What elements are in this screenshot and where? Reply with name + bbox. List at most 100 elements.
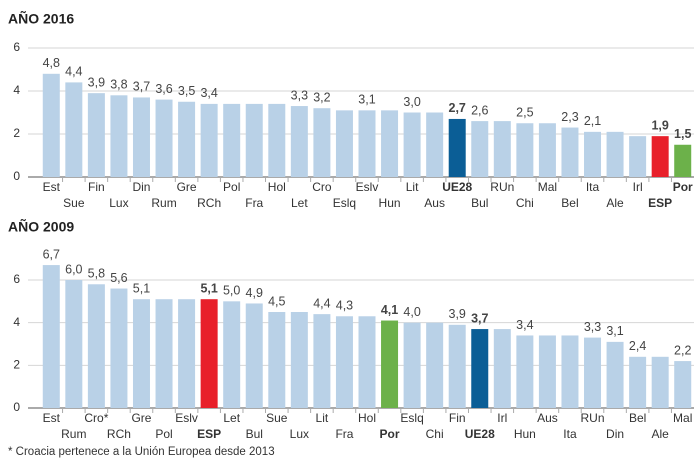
x-tick-label: RCh bbox=[107, 427, 131, 441]
value-label: 4,0 bbox=[403, 305, 420, 319]
x-tick-label: Est bbox=[43, 180, 61, 194]
x-tick-label: Bel bbox=[561, 196, 578, 210]
y-tick-label: 0 bbox=[13, 169, 20, 183]
x-tick-label: Irl bbox=[497, 411, 507, 425]
x-tick-label: Eslq bbox=[333, 196, 356, 210]
x-tick-label: Bel bbox=[629, 411, 646, 425]
bar bbox=[65, 82, 83, 177]
bar bbox=[132, 97, 150, 177]
x-tick-label: Lux bbox=[290, 427, 309, 441]
footnote: * Croacia pertenece a la Unión Europea d… bbox=[8, 446, 275, 458]
bar bbox=[335, 110, 353, 177]
x-tick-label: Mal bbox=[538, 180, 557, 194]
value-label: 5,6 bbox=[110, 271, 127, 285]
value-label: 3,1 bbox=[606, 324, 623, 338]
bar bbox=[313, 314, 331, 408]
value-label: 6,0 bbox=[65, 262, 82, 276]
value-label: 1,9 bbox=[651, 118, 668, 132]
bar bbox=[471, 121, 489, 177]
y-tick-label: 2 bbox=[13, 126, 20, 140]
value-label: 2,3 bbox=[561, 110, 578, 124]
bar bbox=[200, 299, 218, 408]
x-tick-label: Por bbox=[673, 180, 693, 194]
bar bbox=[223, 103, 241, 177]
bar bbox=[290, 106, 308, 177]
bar bbox=[561, 335, 579, 408]
value-label: 4,9 bbox=[246, 286, 263, 300]
y-tick-label: 4 bbox=[13, 83, 20, 97]
x-tick-label: Gre bbox=[177, 180, 197, 194]
value-label: 5,8 bbox=[88, 267, 105, 281]
x-tick-label: Eslv bbox=[356, 180, 379, 194]
bar bbox=[629, 136, 647, 177]
bar bbox=[606, 341, 624, 408]
value-label: 2,4 bbox=[629, 339, 646, 353]
x-tick-label: Aus bbox=[424, 196, 445, 210]
x-tick-label: Bul bbox=[471, 196, 488, 210]
value-label: 2,2 bbox=[674, 343, 691, 357]
value-label: 3,9 bbox=[88, 75, 105, 89]
bar bbox=[516, 123, 534, 177]
bar bbox=[426, 322, 444, 408]
x-tick-label: ESP bbox=[197, 427, 221, 441]
value-label: 4,5 bbox=[268, 294, 285, 308]
value-label: 1,5 bbox=[674, 127, 691, 141]
value-label: 3,7 bbox=[471, 311, 488, 325]
bar bbox=[42, 73, 60, 177]
bar bbox=[110, 288, 128, 408]
value-label: 3,4 bbox=[200, 86, 217, 100]
value-label: 3,2 bbox=[313, 90, 330, 104]
x-tick-label: Fin bbox=[449, 411, 466, 425]
value-label: 3,9 bbox=[449, 307, 466, 321]
x-tick-label: Ita bbox=[563, 427, 577, 441]
bar bbox=[358, 316, 376, 408]
bar bbox=[629, 356, 647, 408]
bar bbox=[65, 280, 83, 408]
x-tick-label: Mal bbox=[673, 411, 692, 425]
bar bbox=[200, 103, 218, 177]
value-label: 2,5 bbox=[516, 106, 533, 120]
bar bbox=[538, 123, 556, 177]
bar bbox=[584, 337, 602, 408]
bar bbox=[561, 127, 579, 177]
x-tick-label: Din bbox=[132, 180, 150, 194]
x-tick-label: Let bbox=[223, 411, 240, 425]
x-tick-label: Rum bbox=[61, 427, 86, 441]
x-tick-label: Ale bbox=[652, 427, 670, 441]
x-tick-label: Irl bbox=[633, 180, 643, 194]
bar bbox=[606, 131, 624, 177]
bar bbox=[313, 108, 331, 177]
x-tick-label: Cro bbox=[312, 180, 332, 194]
x-tick-label: Sue bbox=[63, 196, 85, 210]
value-label: 3,5 bbox=[178, 84, 195, 98]
chart-title: AÑO 2016 bbox=[8, 10, 74, 27]
x-tick-label: Lux bbox=[109, 196, 128, 210]
x-tick-label: RCh bbox=[197, 196, 221, 210]
bar bbox=[358, 110, 376, 177]
bar bbox=[178, 101, 196, 177]
y-tick-label: 4 bbox=[13, 315, 20, 329]
bar bbox=[155, 99, 173, 177]
x-tick-label: Hol bbox=[268, 180, 286, 194]
bar bbox=[674, 144, 692, 177]
value-label: 5,0 bbox=[223, 284, 240, 298]
bar bbox=[471, 329, 489, 408]
bar bbox=[674, 361, 692, 408]
value-label: 3,3 bbox=[291, 88, 308, 102]
value-label: 2,6 bbox=[471, 103, 488, 117]
x-tick-label: RUn bbox=[490, 180, 514, 194]
x-tick-label: Pol bbox=[155, 427, 172, 441]
x-tick-label: Rum bbox=[151, 196, 176, 210]
y-tick-label: 6 bbox=[13, 272, 20, 286]
bar bbox=[268, 103, 286, 177]
bar bbox=[223, 301, 241, 408]
x-tick-label: Fra bbox=[245, 196, 263, 210]
value-label: 3,4 bbox=[516, 318, 533, 332]
x-tick-label: Hun bbox=[514, 427, 536, 441]
bar bbox=[335, 316, 353, 408]
value-label: 4,8 bbox=[43, 56, 60, 70]
bar bbox=[290, 312, 308, 408]
bar bbox=[87, 93, 105, 177]
value-label: 2,1 bbox=[584, 114, 601, 128]
